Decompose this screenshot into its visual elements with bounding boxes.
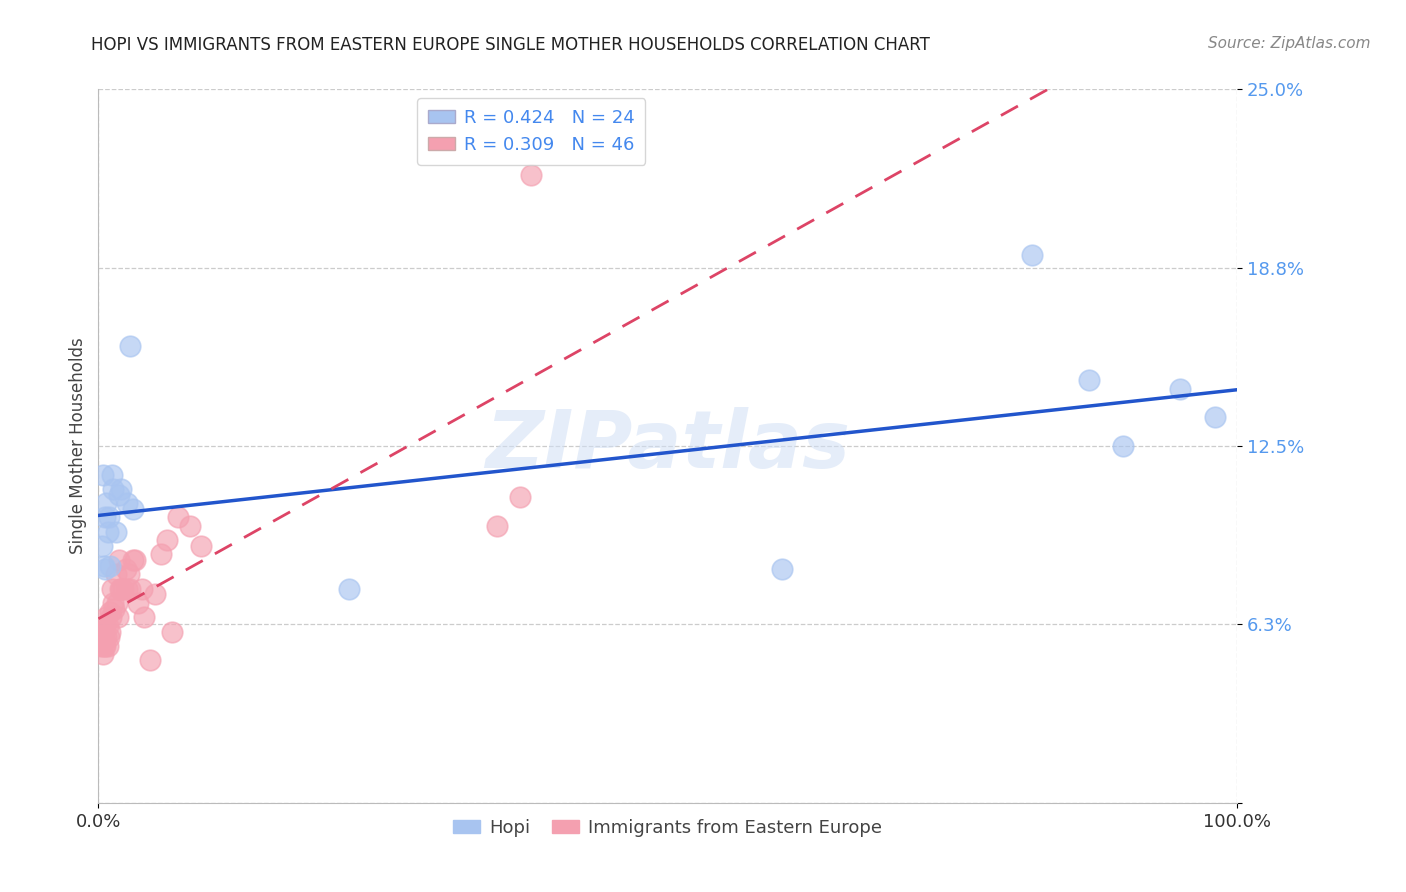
Point bbox=[108, 553, 131, 567]
Point bbox=[145, 587, 167, 601]
Point bbox=[114, 562, 136, 576]
Point bbox=[156, 533, 179, 548]
Point bbox=[94, 619, 117, 633]
Point bbox=[103, 596, 125, 610]
Point bbox=[162, 624, 184, 639]
Point bbox=[101, 582, 124, 596]
Point bbox=[103, 482, 125, 496]
Point bbox=[107, 610, 129, 624]
Point bbox=[98, 624, 121, 639]
Point bbox=[90, 639, 112, 653]
Point bbox=[94, 639, 117, 653]
Point bbox=[101, 467, 124, 482]
Point bbox=[121, 501, 143, 516]
Point bbox=[96, 524, 118, 539]
Point bbox=[131, 582, 153, 596]
Point bbox=[190, 539, 212, 553]
Point bbox=[520, 168, 543, 182]
Point bbox=[770, 562, 793, 576]
Point bbox=[167, 510, 190, 524]
Point bbox=[108, 487, 131, 501]
Point bbox=[93, 639, 115, 653]
Point bbox=[90, 630, 112, 644]
Point bbox=[1204, 410, 1226, 425]
Point bbox=[179, 519, 201, 533]
Point bbox=[120, 339, 142, 353]
Point bbox=[104, 567, 127, 582]
Point bbox=[1021, 248, 1043, 262]
Text: Source: ZipAtlas.com: Source: ZipAtlas.com bbox=[1208, 36, 1371, 51]
Point bbox=[96, 610, 118, 624]
Point bbox=[105, 596, 128, 610]
Point bbox=[98, 558, 121, 573]
Point bbox=[1112, 439, 1135, 453]
Point bbox=[94, 562, 117, 576]
Point bbox=[96, 619, 118, 633]
Point bbox=[97, 630, 120, 644]
Point bbox=[120, 582, 142, 596]
Point bbox=[1170, 382, 1192, 396]
Point bbox=[94, 510, 117, 524]
Point bbox=[486, 519, 509, 533]
Point bbox=[509, 491, 531, 505]
Text: ZIPatlas: ZIPatlas bbox=[485, 407, 851, 485]
Text: HOPI VS IMMIGRANTS FROM EASTERN EUROPE SINGLE MOTHER HOUSEHOLDS CORRELATION CHAR: HOPI VS IMMIGRANTS FROM EASTERN EUROPE S… bbox=[91, 36, 931, 54]
Point bbox=[127, 596, 149, 610]
Point bbox=[110, 482, 132, 496]
Point bbox=[96, 496, 118, 510]
Point bbox=[337, 582, 360, 596]
Point bbox=[115, 582, 138, 596]
Point bbox=[91, 467, 114, 482]
Point bbox=[103, 601, 125, 615]
Point bbox=[90, 539, 112, 553]
Y-axis label: Single Mother Households: Single Mother Households bbox=[69, 338, 87, 554]
Point bbox=[1078, 373, 1101, 387]
Point bbox=[112, 582, 135, 596]
Point bbox=[91, 648, 114, 662]
Point bbox=[96, 630, 118, 644]
Point bbox=[93, 558, 115, 573]
Point bbox=[93, 630, 115, 644]
Point bbox=[124, 553, 146, 567]
Point bbox=[115, 496, 138, 510]
Point bbox=[108, 582, 131, 596]
Point bbox=[121, 553, 143, 567]
Point bbox=[150, 548, 173, 562]
Point bbox=[104, 524, 127, 539]
Point bbox=[132, 610, 155, 624]
Point bbox=[96, 639, 118, 653]
Point bbox=[97, 510, 120, 524]
Point bbox=[138, 653, 160, 667]
Point bbox=[91, 624, 114, 639]
Point bbox=[100, 610, 122, 624]
Point bbox=[118, 567, 141, 582]
Point bbox=[98, 605, 121, 619]
Point bbox=[110, 582, 132, 596]
Legend: Hopi, Immigrants from Eastern Europe: Hopi, Immigrants from Eastern Europe bbox=[446, 812, 890, 844]
